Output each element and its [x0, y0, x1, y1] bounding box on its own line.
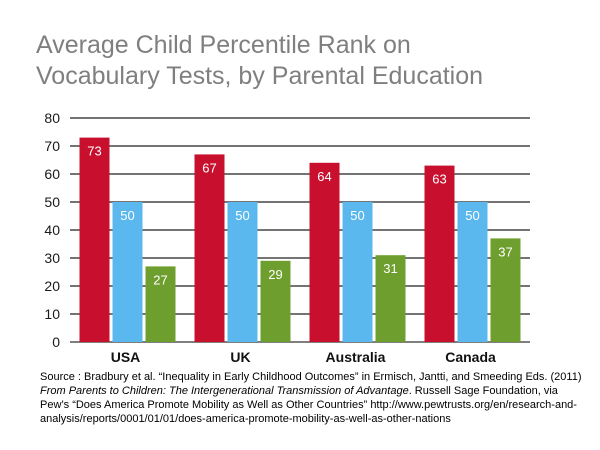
bar-chart: 0 10 20 30 40 50 60 70 80 73 50 27 USA 67 50 29 UK 64 50 31… [44, 110, 530, 365]
bar [309, 162, 340, 342]
data-label: 63 [432, 172, 446, 187]
bar [342, 202, 373, 342]
bar [490, 238, 521, 342]
y-tick-label: 20 [44, 278, 60, 294]
data-label: 31 [383, 261, 397, 276]
chart-title-line-2: Vocabulary Tests, by Parental Education [36, 62, 484, 90]
data-label: 50 [235, 208, 249, 223]
bar [145, 266, 176, 342]
y-tick-label: 10 [44, 306, 60, 322]
y-tick-label: 70 [44, 138, 60, 154]
x-category-label: Canada [445, 349, 496, 365]
x-category-label: USA [111, 349, 141, 365]
chart-title-line-1: Average Child Percentile Rank on [36, 31, 411, 59]
source-book-title: From Parents to Children: The Intergener… [40, 385, 409, 397]
y-tick-label: 50 [44, 194, 60, 210]
y-tick-label: 40 [44, 222, 60, 238]
data-label: 29 [268, 267, 282, 282]
source-note: Source : Bradbury et al. “Inequality in … [40, 370, 585, 426]
data-label: 37 [498, 244, 512, 259]
x-category-label: UK [230, 349, 250, 365]
bar [375, 255, 406, 342]
data-label: 64 [317, 169, 331, 184]
data-label: 67 [202, 160, 216, 175]
data-label: 73 [87, 144, 101, 159]
data-label: 50 [350, 208, 364, 223]
y-tick-label: 30 [44, 250, 60, 266]
bar [424, 165, 455, 342]
y-tick-label: 60 [44, 166, 60, 182]
x-category-label: Australia [326, 349, 386, 365]
bar [194, 154, 225, 342]
y-tick-label: 0 [52, 334, 60, 350]
source-text-2: . Russell Sage Foundation, via Pew’s “Do… [40, 385, 577, 425]
bar [112, 202, 143, 342]
bar [79, 137, 110, 342]
source-text-1: Source : Bradbury et al. “Inequality in … [40, 371, 582, 383]
data-label: 50 [465, 208, 479, 223]
y-tick-label: 80 [44, 110, 60, 126]
data-label: 27 [153, 272, 167, 287]
bar [227, 202, 258, 342]
bar [260, 260, 291, 342]
chart-title: Average Child Percentile Rank on Vocabul… [36, 30, 556, 92]
bar [457, 202, 488, 342]
data-label: 50 [120, 208, 134, 223]
